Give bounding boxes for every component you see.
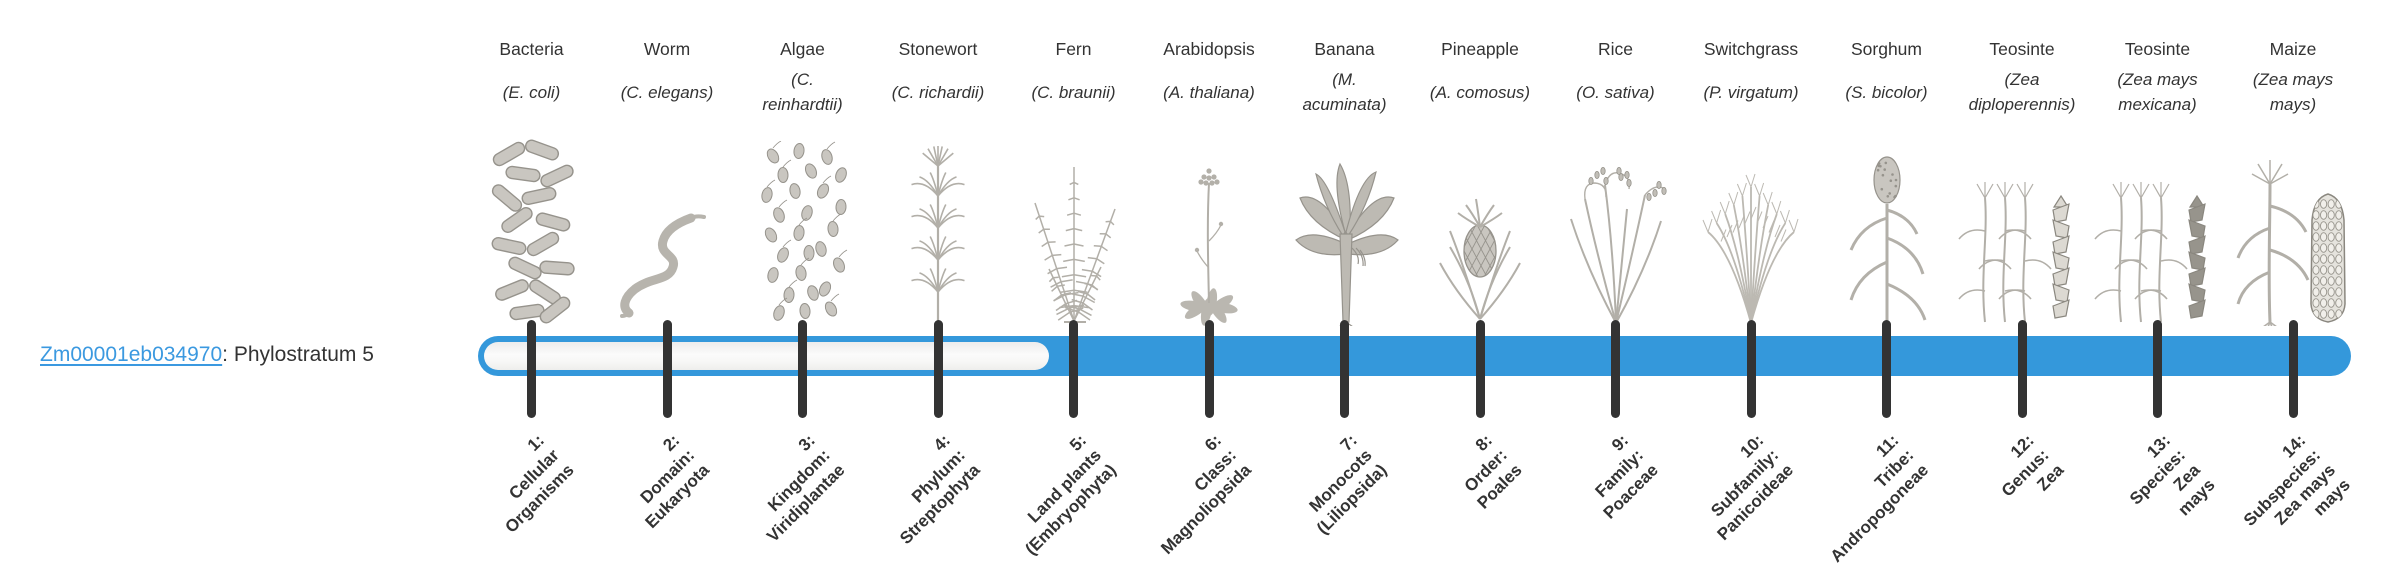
stratum-tick: [1204, 320, 1214, 418]
organism-column: Banana (M. acuminata): [1270, 36, 1420, 326]
organism-column: Algae (C. reinhardtii): [728, 36, 878, 326]
stratum-label: 7: Monocots (Liliopsida): [1282, 430, 1391, 539]
stratum-tick: [798, 320, 807, 418]
organism-column: Fern (C. braunii): [999, 36, 1149, 326]
organism-column: Stonewort (C. richardii): [863, 36, 1013, 326]
bar-unfilled-track: [484, 342, 1049, 370]
sorghum-icon: [1812, 120, 1962, 326]
organism-name: Switchgrass: [1703, 39, 1799, 59]
stratum-tick: [527, 320, 536, 418]
organism-column: Bacteria (E. coli): [457, 36, 607, 326]
organism-name: Maize: [2269, 39, 2317, 59]
worm-icon: [592, 120, 742, 326]
stratum-tick: [1882, 320, 1891, 418]
organism-column: Rice (O. sativa): [1541, 36, 1691, 326]
stratum-tick: [2153, 320, 2162, 418]
teosinte-mexicana-icon: [2083, 120, 2233, 326]
fern-icon: [999, 120, 1149, 326]
organism-name: Stonewort: [898, 39, 978, 59]
organism-name: Teosinte: [2124, 39, 2191, 59]
banana-icon: [1270, 120, 1420, 326]
organism-name: Worm: [643, 39, 691, 59]
organism-scientific-name: (Zea mays mexicana): [2117, 70, 2198, 114]
organism-scientific-name: (M. acuminata): [1302, 70, 1387, 114]
phylostratum-bar: [478, 336, 2351, 376]
stratum-tick: [1611, 320, 1620, 418]
organism-scientific-name: (O. sativa): [1576, 82, 1655, 102]
organism-name: Banana: [1314, 39, 1375, 59]
organism-name: Bacteria: [499, 39, 564, 59]
stratum-label: 10: Subfamily: Panicoideae: [1683, 430, 1798, 545]
stratum-label: 1: Cellular Organisms: [471, 430, 578, 537]
bacteria-icon: [457, 120, 607, 326]
switchgrass-icon: [1676, 120, 1826, 326]
stratum-tick: [1340, 320, 1349, 418]
stratum-label: 8: Order: Poales: [1443, 430, 1526, 513]
stratum-label: 6: Class: Magnoliopsida: [1127, 430, 1256, 559]
organism-column: Teosinte (Zea mays mexicana): [2083, 36, 2233, 326]
stratum-tick: [933, 320, 943, 418]
organism-column: Maize (Zea mays mays): [2218, 36, 2368, 326]
stratum-label: 9: Family: Poaceae: [1569, 430, 1662, 523]
stratum-label: 12: Genus: Zea: [1983, 430, 2069, 516]
organism-scientific-name: (Zea diploperennis): [1968, 70, 2076, 114]
organism-scientific-name: (C. elegans): [620, 82, 714, 102]
organism-name: Teosinte: [1989, 39, 2055, 59]
gene-label: Zm00001eb034970: Phylostratum 5: [40, 341, 374, 369]
organism-scientific-name: (S. bicolor): [1845, 82, 1928, 102]
organism-scientific-name: (P. virgatum): [1703, 82, 1799, 102]
organism-column: Sorghum (S. bicolor): [1812, 36, 1962, 326]
organism-name: Pineapple: [1441, 39, 1519, 59]
stratum-tick: [1475, 320, 1485, 418]
organism-name: Rice: [1597, 39, 1633, 59]
stratum-tick: [1069, 320, 1078, 418]
stratum-label: 11: Tribe: Andropogoneae: [1796, 430, 1933, 567]
stratum-tick: [1746, 320, 1756, 418]
organism-column: Arabidopsis (A. thaliana): [1134, 36, 1284, 326]
organism-name: Algae: [780, 39, 825, 59]
teosinte-diploperennis-icon: [1947, 120, 2097, 326]
organism-scientific-name: (A. comosus): [1429, 82, 1531, 102]
stratum-label: 3: Kingdom: Viridiplantae: [733, 430, 849, 546]
organism-scientific-name: (E. coli): [502, 82, 561, 102]
organism-column: Switchgrass (P. virgatum): [1676, 36, 1826, 326]
organism-column: Teosinte (Zea diploperennis): [1947, 36, 2097, 326]
maize-icon: [2218, 120, 2368, 326]
organism-scientific-name: (C. richardii): [891, 82, 985, 102]
stratum-label: 4: Phylum: Streptophyta: [866, 430, 985, 549]
organism-name: Sorghum: [1850, 39, 1922, 59]
stratum-label: 13: Species: Zea mays: [2110, 430, 2219, 539]
stratum-label: 5: Land plants (Embryophyta): [991, 430, 1120, 559]
organism-column: Pineapple (A. comosus): [1405, 36, 1555, 326]
gene-phylostratum-text: : Phylostratum 5: [222, 343, 374, 366]
stonewort-icon: [863, 120, 1013, 326]
organism-scientific-name: (C. reinhardtii): [762, 70, 843, 114]
rice-icon: [1541, 120, 1691, 326]
algae-icon: [728, 120, 878, 326]
stratum-label: 14: Subspecies: Zea mays mays: [2224, 430, 2354, 560]
pineapple-icon: [1405, 120, 1555, 326]
organism-scientific-name: (A. thaliana): [1163, 82, 1255, 102]
organism-scientific-name: (Zea mays mays): [2252, 70, 2334, 114]
organism-name: Arabidopsis: [1163, 39, 1255, 59]
organism-name: Fern: [1055, 39, 1092, 59]
gene-id-link[interactable]: Zm00001eb034970: [40, 343, 223, 366]
organism-column: Worm (C. elegans): [592, 36, 742, 326]
stratum-tick: [662, 320, 672, 418]
stratum-label: 2: Domain: Eukaryota: [611, 430, 714, 533]
organism-scientific-name: (C. braunii): [1031, 82, 1116, 102]
stratum-tick: [2288, 320, 2298, 418]
arabidopsis-icon: [1134, 120, 1284, 326]
stratum-tick: [2017, 320, 2027, 418]
